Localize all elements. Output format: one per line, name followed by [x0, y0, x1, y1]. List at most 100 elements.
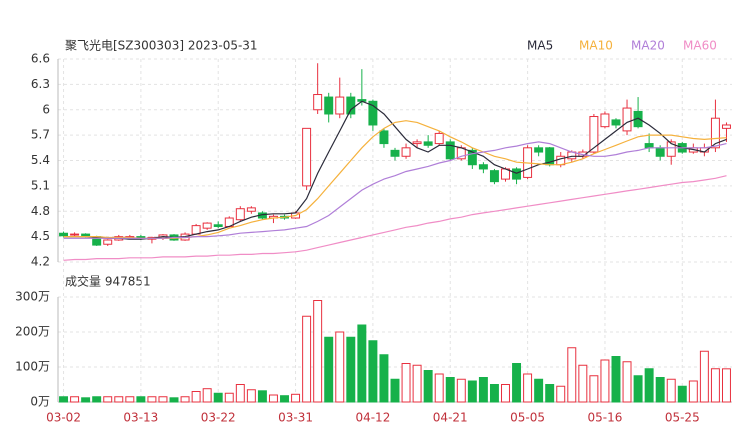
candle-body: [70, 233, 80, 236]
candle-body: [600, 113, 610, 128]
volume-bar: [401, 363, 411, 403]
volume-bar: [688, 380, 698, 403]
volume-bar: [235, 384, 245, 403]
volume-bar: [125, 396, 135, 403]
volume-bar: [611, 356, 621, 403]
volume-bar: [567, 347, 577, 403]
candle-body: [368, 100, 378, 126]
candle-body: [489, 170, 499, 183]
candle-body: [512, 168, 522, 180]
candle-body: [235, 208, 245, 221]
candle-body: [302, 127, 312, 187]
volume-bar: [721, 368, 731, 403]
candle-body: [346, 96, 356, 115]
candle-body: [335, 96, 345, 115]
volume-bar: [545, 384, 555, 403]
candle-body: [611, 119, 621, 126]
candle-body: [666, 141, 676, 157]
volume-bar: [103, 396, 113, 403]
volume-bar: [313, 300, 323, 403]
volume-bar: [677, 385, 687, 403]
candle-body: [710, 117, 720, 149]
volume-bar: [136, 396, 146, 403]
volume-tick-label: 200万: [15, 325, 50, 339]
volume-bar: [655, 377, 665, 403]
volume-bar: [324, 336, 334, 403]
y-tick-label: 5.4: [31, 153, 50, 167]
y-tick-label: 6.6: [31, 52, 50, 66]
candle-body: [213, 224, 223, 227]
volume-bar: [478, 377, 488, 403]
volume-bar: [445, 377, 455, 403]
volume-bar: [202, 388, 212, 403]
volume-bar: [81, 397, 91, 403]
volume-bar: [622, 361, 632, 403]
x-tick-label: 03-13: [123, 411, 158, 425]
volume-bar: [633, 375, 643, 403]
volume-bar: [70, 396, 80, 403]
y-tick-label: 6: [42, 102, 50, 116]
legend-entry: MA5: [527, 39, 553, 53]
legend-entry: MA10: [579, 39, 613, 53]
volume-bar: [92, 396, 102, 403]
candle-body: [622, 107, 632, 132]
volume-tick-label: 0万: [30, 395, 50, 409]
volume-bar: [412, 364, 422, 403]
candle-body: [202, 222, 212, 229]
volume-bar: [512, 363, 522, 403]
candle-body: [534, 147, 544, 153]
x-tick-label: 03-02: [46, 411, 81, 425]
volume-bar: [291, 393, 301, 403]
candle-body: [401, 147, 411, 157]
volume-bar: [699, 350, 709, 403]
volume-bar: [368, 340, 378, 403]
volume-bar: [534, 378, 544, 403]
x-tick-label: 04-12: [355, 411, 390, 425]
volume-bar: [246, 389, 256, 403]
candle-body: [412, 141, 422, 145]
volume-bar: [59, 396, 69, 403]
volume-tick-label: 100万: [15, 360, 50, 374]
candle-body: [644, 143, 654, 149]
x-tick-label: 03-31: [278, 411, 313, 425]
candle-body: [379, 130, 389, 145]
candle-body: [721, 124, 731, 129]
candle-body: [81, 233, 91, 237]
y-tick-label: 4.2: [31, 255, 50, 269]
candle-body: [467, 149, 477, 166]
volume-bar: [280, 395, 289, 403]
volume-bar: [335, 331, 345, 403]
volume-label: 成交量 947851: [65, 274, 151, 289]
ma-line: [63, 175, 727, 261]
candle-body: [434, 132, 444, 145]
candle-body: [103, 239, 113, 245]
candle-body: [478, 164, 488, 170]
volume-bar: [390, 378, 400, 403]
y-tick-label: 4.5: [31, 229, 50, 243]
volume-bar: [666, 378, 676, 403]
legend-entry: MA60: [683, 39, 717, 53]
volume-bar: [523, 373, 533, 403]
volume-bar: [456, 378, 466, 403]
ma-line: [63, 141, 727, 239]
volume-bar: [302, 315, 312, 403]
y-tick-label: 4.8: [31, 204, 50, 218]
candle-body: [423, 141, 433, 146]
volume-bar: [224, 392, 234, 403]
volume-bar: [257, 390, 267, 403]
chart-title: 聚飞光电[SZ300303] 2023-05-31: [65, 39, 258, 53]
volume-bar: [379, 354, 389, 403]
x-tick-label: 04-21: [433, 411, 468, 425]
candle-body: [59, 232, 69, 237]
volume-bar: [600, 359, 610, 403]
candle-body: [191, 225, 201, 235]
volume-bar: [268, 394, 278, 403]
volume-bar: [346, 336, 356, 403]
volume-bar: [357, 324, 367, 403]
volume-bar: [180, 396, 190, 403]
volume-bar: [147, 396, 157, 403]
volume-bar: [556, 385, 566, 403]
volume-bar: [489, 384, 499, 403]
y-tick-label: 5.1: [31, 178, 50, 192]
